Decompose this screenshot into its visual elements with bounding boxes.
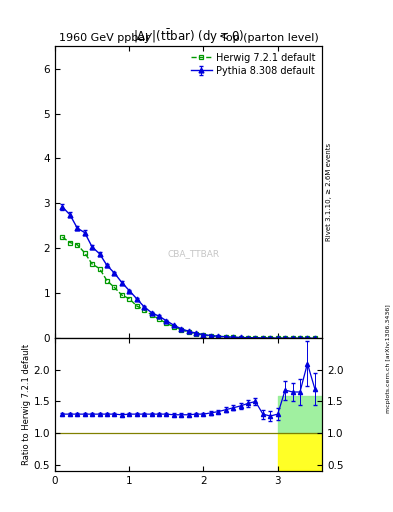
Herwig 7.2.1 default bbox=[127, 295, 132, 302]
Herwig 7.2.1 default bbox=[186, 329, 191, 335]
Herwig 7.2.1 default bbox=[142, 307, 147, 313]
Herwig 7.2.1 default bbox=[209, 333, 213, 339]
Herwig 7.2.1 default bbox=[156, 316, 161, 322]
Text: Top (parton level): Top (parton level) bbox=[220, 33, 318, 44]
Title: $|\Delta y|(\mathrm{t\bar{t}bar})\ (\mathrm{dy} < 0)$: $|\Delta y|(\mathrm{t\bar{t}bar})\ (\mat… bbox=[133, 28, 244, 46]
Herwig 7.2.1 default bbox=[60, 234, 65, 240]
Herwig 7.2.1 default bbox=[75, 242, 80, 248]
Herwig 7.2.1 default bbox=[68, 240, 72, 246]
Herwig 7.2.1 default bbox=[283, 335, 288, 341]
Herwig 7.2.1 default bbox=[268, 335, 273, 341]
Herwig 7.2.1 default bbox=[253, 335, 258, 341]
Herwig 7.2.1 default bbox=[275, 335, 280, 341]
Herwig 7.2.1 default bbox=[105, 278, 109, 284]
Herwig 7.2.1 default bbox=[223, 334, 228, 340]
Herwig 7.2.1 default bbox=[231, 334, 235, 340]
Herwig 7.2.1 default bbox=[261, 335, 265, 341]
Herwig 7.2.1 default bbox=[216, 333, 221, 339]
Y-axis label: Rivet 3.1.10, ≥ 2.6M events: Rivet 3.1.10, ≥ 2.6M events bbox=[327, 143, 332, 241]
Herwig 7.2.1 default bbox=[171, 324, 176, 330]
Legend: Herwig 7.2.1 default, Pythia 8.308 default: Herwig 7.2.1 default, Pythia 8.308 defau… bbox=[189, 51, 318, 78]
Text: mcplots.cern.ch [arXiv:1306.3436]: mcplots.cern.ch [arXiv:1306.3436] bbox=[386, 304, 391, 413]
Herwig 7.2.1 default bbox=[83, 250, 87, 256]
Text: CBA_TTBAR: CBA_TTBAR bbox=[168, 249, 220, 259]
Herwig 7.2.1 default bbox=[90, 261, 94, 267]
Herwig 7.2.1 default bbox=[312, 335, 317, 342]
Herwig 7.2.1 default bbox=[97, 266, 102, 272]
Herwig 7.2.1 default bbox=[298, 335, 302, 342]
Herwig 7.2.1 default bbox=[179, 327, 184, 333]
Herwig 7.2.1 default bbox=[246, 335, 250, 341]
Y-axis label: Ratio to Herwig 7.2.1 default: Ratio to Herwig 7.2.1 default bbox=[22, 344, 31, 465]
Herwig 7.2.1 default bbox=[290, 335, 295, 342]
Herwig 7.2.1 default bbox=[119, 292, 124, 298]
Text: 1960 GeV ppbar: 1960 GeV ppbar bbox=[59, 33, 150, 44]
Herwig 7.2.1 default bbox=[149, 312, 154, 318]
Herwig 7.2.1 default bbox=[201, 332, 206, 338]
Herwig 7.2.1 default bbox=[112, 284, 117, 290]
Herwig 7.2.1 default bbox=[305, 335, 310, 342]
Herwig 7.2.1 default bbox=[238, 334, 243, 340]
Herwig 7.2.1 default bbox=[164, 321, 169, 327]
Herwig 7.2.1 default bbox=[194, 331, 198, 337]
Line: Herwig 7.2.1 default: Herwig 7.2.1 default bbox=[60, 234, 317, 340]
Herwig 7.2.1 default bbox=[134, 303, 139, 309]
